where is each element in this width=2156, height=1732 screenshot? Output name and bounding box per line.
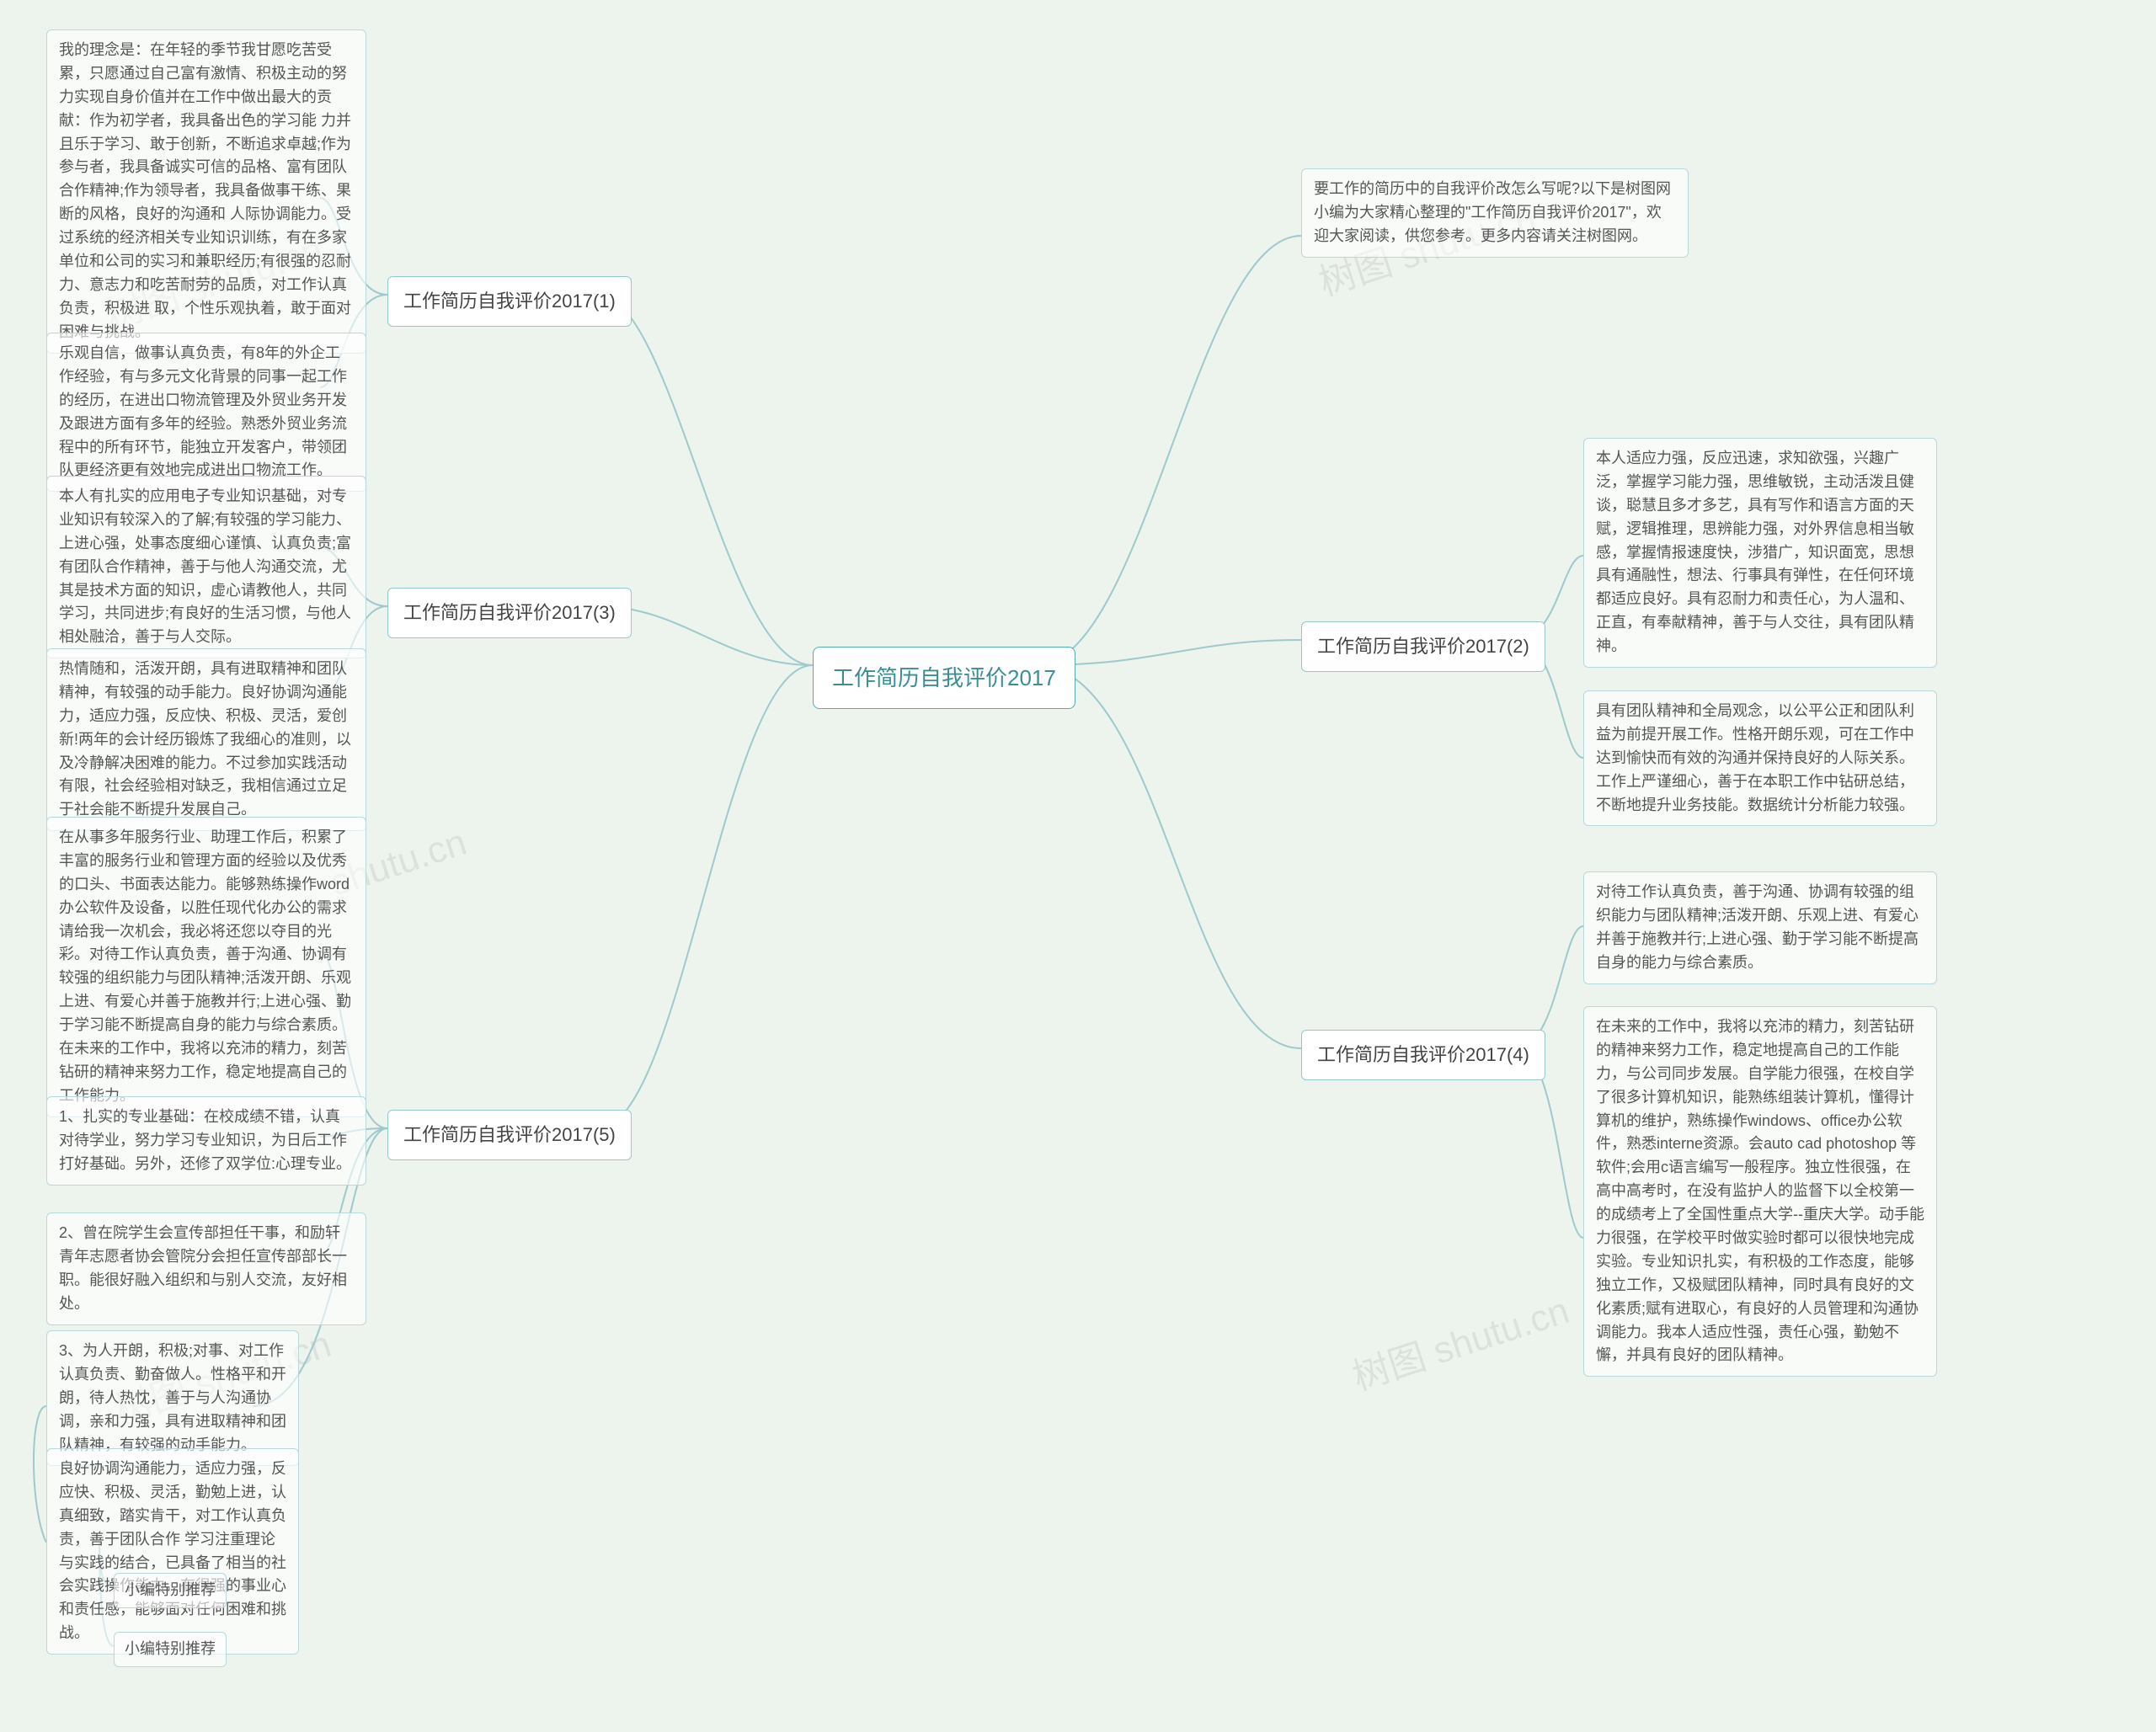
watermark: 树图 shutu.cn — [1345, 1280, 1575, 1400]
section-s3: 工作简历自我评价2017(3) — [387, 588, 632, 638]
section-s2: 工作简历自我评价2017(2) — [1301, 621, 1545, 672]
leaf-s5-0: 在从事多年服务行业、助理工作后，积累了丰富的服务行业和管理方面的经验以及优秀的口… — [46, 817, 366, 1117]
leaf-s5-2: 2、曾在院学生会宣传部担任干事，和励轩青年志愿者协会管院分会担任宣传部部长一职。… — [46, 1212, 366, 1325]
leaf-s3-1: 热情随和，活泼开朗，具有进取精神和团队精神，有较强的动手能力。良好协调沟通能力，… — [46, 648, 366, 831]
leaf-s2-1: 具有团队精神和全局观念，以公平公正和团队利益为前提开展工作。性格开朗乐观，可在工… — [1583, 690, 1937, 826]
leaf-s4-1: 在未来的工作中，我将以充沛的精力，刻苦钻研的精神来努力工作，稳定地提高自己的工作… — [1583, 1006, 1937, 1377]
leaf-s5-1: 1、扎实的专业基础：在校成绩不错，认真对待学业，努力学习专业知识，为日后工作打好… — [46, 1096, 366, 1186]
section-s1: 工作简历自我评价2017(1) — [387, 276, 632, 327]
extra-button-1: 小编特别推荐 — [114, 1573, 227, 1608]
leaf-s1-0: 我的理念是：在年轻的季节我甘愿吃苦受累，只愿通过自己富有激情、积极主动的努力实现… — [46, 29, 366, 354]
leaf-s1-1: 乐观自信，做事认真负责，有8年的外企工作经验，有与多元文化背景的同事一起工作的经… — [46, 333, 366, 492]
center-node: 工作简历自我评价2017 — [813, 647, 1075, 709]
intro-text: 要工作的简历中的自我评价改怎么写呢?以下是树图网小编为大家精心整理的"工作简历自… — [1301, 168, 1689, 258]
leaf-s3-0: 本人有扎实的应用电子专业知识基础，对专业知识有较深入的了解;有较强的学习能力、上… — [46, 476, 366, 658]
section-s5: 工作简历自我评价2017(5) — [387, 1110, 632, 1160]
extra-button-2: 小编特别推荐 — [114, 1632, 227, 1667]
leaf-s4-0: 对待工作认真负责，善于沟通、协调有较强的组织能力与团队精神;活泼开朗、乐观上进、… — [1583, 871, 1937, 984]
section-s4: 工作简历自我评价2017(4) — [1301, 1030, 1545, 1080]
leaf-s5-3: 3、为人开朗，积极;对事、对工作认真负责、勤奋做人。性格平和开朗，待人热忱，善于… — [46, 1330, 299, 1466]
extra-text: 良好协调沟通能力，适应力强，反应快、积极、灵活，勤勉上进，认真细致，踏实肯干，对… — [46, 1448, 299, 1655]
leaf-s2-0: 本人适应力强，反应迅速，求知欲强，兴趣广泛，掌握学习能力强，思维敏锐，主动活泼且… — [1583, 438, 1937, 668]
